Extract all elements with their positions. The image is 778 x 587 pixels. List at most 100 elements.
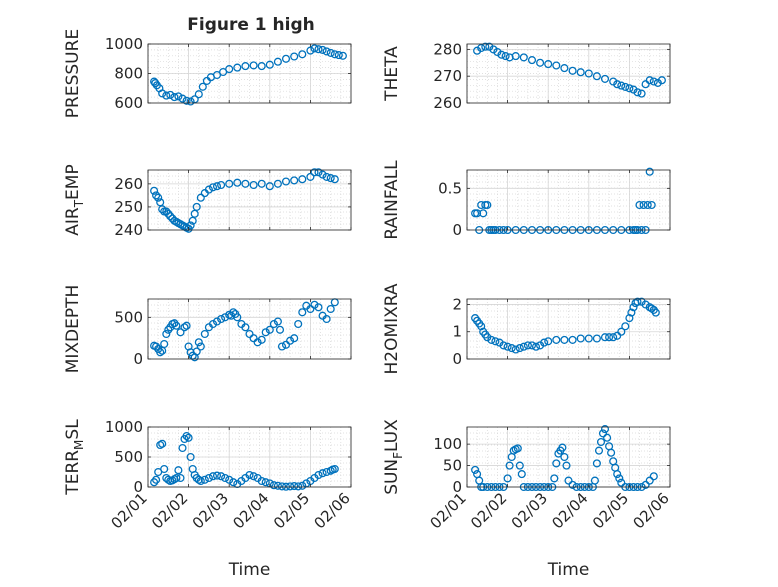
y-tick-label: 240 (114, 221, 143, 239)
subplot-3-air-temp: 240 250 260 AIRTEMP (63, 164, 352, 239)
data-point (225, 65, 234, 74)
data-point (204, 473, 213, 483)
data-point (576, 68, 585, 77)
data-point (621, 322, 630, 331)
data-point (166, 90, 175, 99)
data-point (241, 323, 250, 332)
y-tick-label: 260 (433, 94, 462, 112)
figure-title: Figure 1 high (187, 15, 315, 35)
data-point (617, 327, 626, 336)
data-point (290, 482, 299, 491)
data-point (314, 168, 323, 177)
data-point (310, 44, 319, 53)
data-point (196, 193, 205, 202)
data-point (633, 88, 642, 97)
data-point (162, 329, 171, 339)
data-point (212, 182, 222, 191)
data-point (318, 170, 327, 179)
data-point (613, 80, 622, 89)
data-point (160, 464, 169, 474)
data-point (245, 470, 254, 480)
data-point (584, 334, 593, 343)
data-point (164, 325, 173, 334)
subplot-5-mixdepth: 0 500 MIXDEPTH (63, 285, 352, 373)
data-point (651, 308, 660, 317)
y-tick-label: 500 (114, 448, 143, 466)
data-point (194, 338, 203, 347)
data-point (657, 76, 666, 85)
data-point (550, 474, 559, 483)
data-point (649, 77, 658, 86)
data-point (208, 319, 218, 329)
y-axis: 0 50 100 (433, 435, 670, 496)
data-point (286, 336, 295, 345)
x-axis (147, 44, 352, 103)
data-point (592, 334, 601, 343)
x-axis (466, 44, 671, 103)
data-point (497, 50, 506, 59)
data-point (600, 74, 610, 83)
data-point (645, 76, 654, 85)
data-point (182, 96, 191, 105)
data-point (257, 335, 266, 344)
data-point (261, 328, 270, 337)
data-point (290, 334, 299, 343)
y-tick-label: 0 (133, 478, 143, 496)
data-point (273, 481, 282, 490)
data-point (598, 429, 608, 438)
data-point (568, 480, 577, 489)
data-point (273, 179, 282, 188)
data-point (334, 51, 343, 60)
data-point (196, 342, 205, 351)
y-tick-label: 0 (452, 478, 462, 496)
data-point (552, 61, 561, 70)
data-point (503, 342, 512, 351)
data-point (257, 62, 266, 71)
axes-box (466, 426, 671, 488)
data-point (221, 473, 230, 483)
data-point (154, 193, 163, 202)
subplot-1-pressure: 600 800 1000 PRESSURE (63, 29, 352, 118)
data-point (192, 202, 201, 211)
y-tick-label: 260 (114, 175, 143, 193)
y-axis: 0 500 (114, 308, 351, 368)
data-point (257, 179, 266, 188)
data-point (162, 91, 171, 100)
axes-box (147, 298, 352, 360)
axes-box (147, 169, 352, 231)
data-point (560, 335, 569, 344)
data-point (151, 79, 160, 88)
data-point (609, 333, 618, 342)
data-point (477, 200, 486, 210)
data-point (217, 180, 226, 190)
data-point (322, 314, 331, 324)
data-point (156, 348, 165, 357)
data-point (198, 82, 207, 91)
data-point (306, 172, 315, 181)
y-tick-label: 2 (452, 295, 462, 313)
data-point (635, 200, 644, 210)
data-point (294, 319, 303, 329)
axes-box (466, 169, 671, 231)
x-axis-label: Time (228, 560, 271, 580)
data-point (275, 325, 285, 334)
data-point (330, 464, 339, 474)
data-point (273, 317, 282, 326)
data-point (233, 63, 242, 72)
data-point (166, 212, 175, 221)
data-point (603, 433, 612, 442)
data-point (511, 345, 520, 354)
data-point (649, 472, 658, 481)
data-point (487, 335, 496, 344)
data-point (511, 52, 520, 61)
data-point (253, 338, 262, 347)
data-point (637, 89, 646, 98)
data-series (473, 42, 666, 98)
y-tick-label: 600 (114, 94, 143, 112)
data-point (265, 60, 274, 69)
data-point (241, 179, 250, 188)
data-point (318, 45, 327, 54)
data-point (164, 209, 173, 218)
